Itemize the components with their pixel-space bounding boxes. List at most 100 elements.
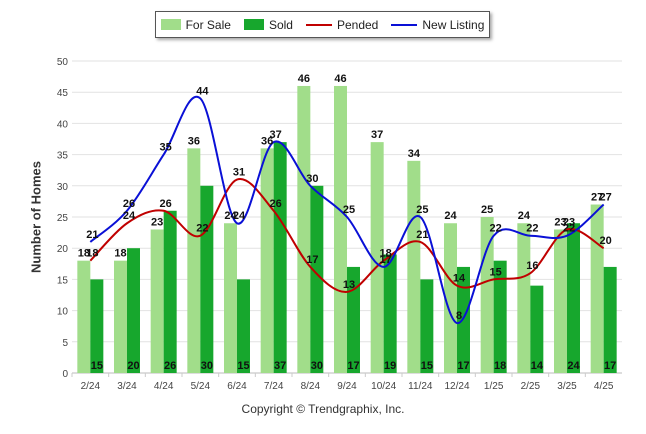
data-label-for-sale-5-24: 36 xyxy=(188,135,200,147)
data-label-pended-7-24: 26 xyxy=(270,198,282,210)
data-label-pended-4-24: 26 xyxy=(160,198,172,210)
x-tick-label: 2/25 xyxy=(521,381,541,392)
legend-label-new-listing: New Listing xyxy=(422,17,485,32)
data-label-pended-5-24: 22 xyxy=(196,223,208,235)
data-label-pended-9-24: 13 xyxy=(343,279,355,291)
legend-swatch-pended xyxy=(305,23,332,26)
bar-sold-3-25 xyxy=(567,223,580,373)
x-tick-label: 8/24 xyxy=(301,381,321,392)
x-tick-label: 12/24 xyxy=(444,381,469,392)
bar-sold-8-24 xyxy=(310,185,324,373)
bar-for-sale-2-24 xyxy=(77,260,91,373)
data-label-sold-2-24: 15 xyxy=(91,360,103,372)
bar-for-sale-12-24 xyxy=(444,223,457,373)
x-tick-label: 1/25 xyxy=(484,381,504,392)
data-label-new-listing-2-25: 22 xyxy=(526,223,538,235)
y-tick-label: 40 xyxy=(57,119,69,130)
data-label-pended-2-25: 16 xyxy=(526,260,538,272)
data-label-new-listing-5-24: 44 xyxy=(196,85,209,97)
data-label-pended-11-24: 21 xyxy=(416,229,428,241)
data-label-sold-7-24: 37 xyxy=(274,360,286,372)
legend-swatch-sold xyxy=(243,19,264,30)
bar-for-sale-8-24 xyxy=(297,85,311,374)
legend-item-for-sale[interactable]: For Sale xyxy=(160,17,231,32)
y-tick-label: 10 xyxy=(57,307,69,318)
data-label-sold-3-24: 20 xyxy=(127,360,139,372)
data-label-sold-2-25: 14 xyxy=(531,360,544,372)
data-label-new-listing-11-24: 25 xyxy=(416,204,428,216)
y-tick-label: 35 xyxy=(57,151,69,162)
data-label-for-sale-4-25: 27 xyxy=(591,192,603,204)
data-label-for-sale-7-24: 36 xyxy=(261,135,273,147)
data-label-new-listing-6-24: 24 xyxy=(233,210,246,222)
bar-sold-9-24 xyxy=(347,266,360,373)
bar-sold-12-24 xyxy=(457,266,470,373)
y-tick-label: 25 xyxy=(57,213,69,224)
y-tick-label: 20 xyxy=(57,244,69,255)
bar-sold-7-24 xyxy=(273,142,287,373)
data-label-sold-11-24: 15 xyxy=(421,360,433,372)
data-label-sold-12-24: 17 xyxy=(457,360,469,372)
data-label-for-sale-2-24: 18 xyxy=(78,248,90,260)
line-new-listing xyxy=(89,95,605,325)
data-label-new-listing-2-24: 21 xyxy=(86,229,98,241)
data-label-new-listing-9-24: 25 xyxy=(343,204,355,216)
data-label-for-sale-2-25: 24 xyxy=(518,210,531,222)
y-axis-title: Number of Homes xyxy=(28,161,44,273)
data-label-sold-3-25: 24 xyxy=(567,360,580,372)
bar-sold-4-24 xyxy=(163,210,177,373)
bar-for-sale-4-24 xyxy=(150,229,164,373)
x-tick-label: 2/24 xyxy=(81,381,101,392)
line-pended xyxy=(89,178,605,293)
y-tick-label: 15 xyxy=(57,275,69,286)
data-label-pended-2-24: 18 xyxy=(86,248,98,260)
bar-for-sale-4-25 xyxy=(590,204,604,373)
data-label-new-listing-12-24: 8 xyxy=(456,310,462,322)
data-label-for-sale-1-25: 25 xyxy=(481,204,493,216)
legend-swatch-for-sale xyxy=(160,19,181,30)
legend-item-sold[interactable]: Sold xyxy=(243,18,293,32)
data-label-pended-4-25: 20 xyxy=(600,235,612,247)
bar-for-sale-11-24 xyxy=(407,160,421,373)
data-label-for-sale-8-24: 46 xyxy=(298,73,310,85)
bar-sold-4-25 xyxy=(603,266,617,373)
y-tick-label: 45 xyxy=(57,88,69,99)
data-label-pended-3-24: 24 xyxy=(123,210,136,222)
bar-for-sale-5-24 xyxy=(187,148,201,373)
bar-sold-11-24 xyxy=(420,279,434,373)
data-label-pended-3-25: 23 xyxy=(563,216,575,228)
data-label-for-sale-6-24: 24 xyxy=(224,210,237,222)
data-label-pended-1-25: 15 xyxy=(490,266,502,278)
y-tick-label: 50 xyxy=(57,57,69,68)
legend: For Sale Sold Pended New Listing xyxy=(155,11,490,38)
bar-for-sale-10-24 xyxy=(370,142,384,373)
bar-for-sale-2-25 xyxy=(517,223,531,373)
data-label-new-listing-1-25: 22 xyxy=(490,223,502,235)
data-label-sold-6-24: 15 xyxy=(237,360,249,372)
bar-sold-5-24 xyxy=(200,185,214,373)
x-tick-label: 5/24 xyxy=(191,381,211,392)
legend-item-new-listing[interactable]: New Listing xyxy=(391,18,484,32)
data-label-for-sale-11-24: 34 xyxy=(408,148,421,160)
y-tick-label: 5 xyxy=(62,338,68,349)
bar-sold-2-25 xyxy=(530,285,544,373)
legend-label-for-sale: For Sale xyxy=(185,17,231,32)
data-label-for-sale-4-24: 23 xyxy=(151,216,163,228)
data-label-sold-4-25: 17 xyxy=(604,360,616,372)
bar-sold-6-24 xyxy=(237,279,250,373)
data-label-pended-8-24: 17 xyxy=(306,254,318,266)
x-tick-label: 4/24 xyxy=(154,381,174,392)
x-tick-label: 10/24 xyxy=(371,381,396,392)
legend-swatch-new-listing xyxy=(391,23,418,26)
x-tick-label: 9/24 xyxy=(337,381,357,392)
data-label-sold-4-24: 26 xyxy=(164,360,176,372)
bar-for-sale-3-25 xyxy=(554,229,567,373)
data-label-pended-6-24: 31 xyxy=(233,167,245,179)
data-label-for-sale-3-24: 18 xyxy=(114,248,126,260)
y-tick-label: 30 xyxy=(57,182,69,193)
bar-sold-10-24 xyxy=(383,254,397,373)
bar-for-sale-6-24 xyxy=(224,223,237,373)
legend-label-pended: Pended xyxy=(336,17,379,32)
data-label-new-listing-4-24: 35 xyxy=(160,142,172,154)
legend-item-pended[interactable]: Pended xyxy=(305,17,379,32)
